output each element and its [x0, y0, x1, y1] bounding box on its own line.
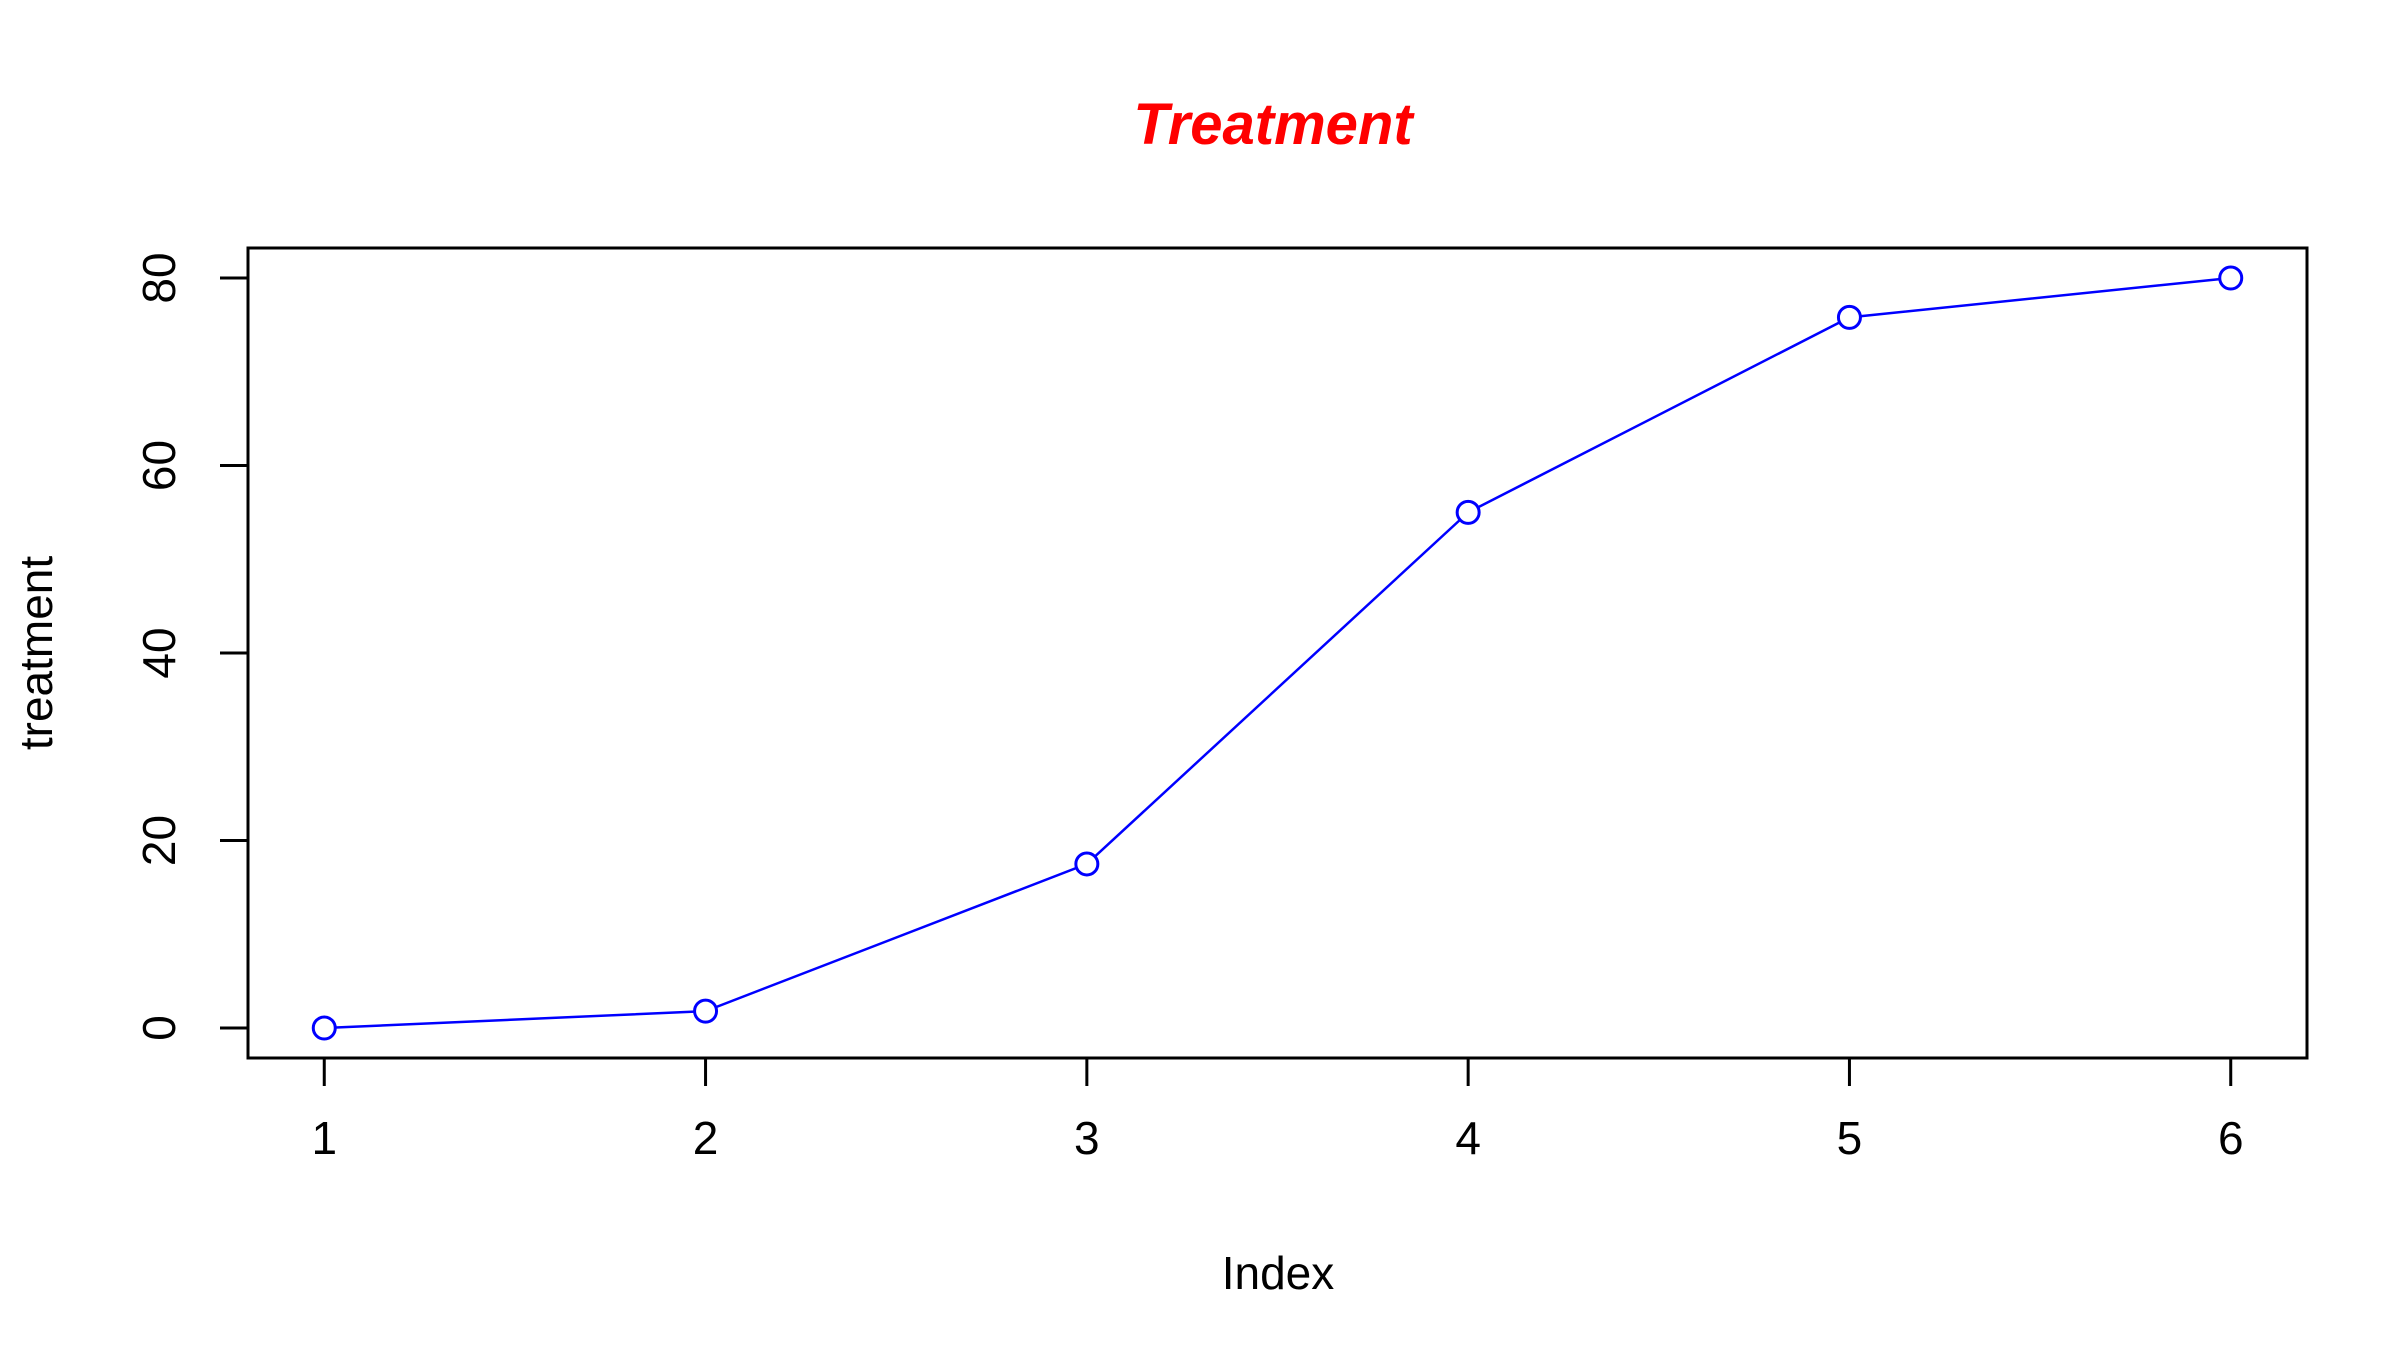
- data-point: [2218, 265, 2244, 291]
- y-tick-label: 80: [133, 252, 185, 303]
- data-point: [1074, 851, 1100, 877]
- x-tick-label: 5: [1837, 1112, 1863, 1164]
- y-tick-label: 20: [133, 815, 185, 866]
- series-layer: [311, 265, 2244, 1041]
- y-axis-label: treatment: [10, 556, 62, 751]
- data-point: [311, 1015, 337, 1041]
- x-tick-label: 2: [693, 1112, 719, 1164]
- x-axis-label: Index: [1222, 1247, 1335, 1299]
- y-tick-label: 60: [133, 440, 185, 491]
- x-tick-label: 1: [311, 1112, 337, 1164]
- y-axis: 0 20 40 60 80: [133, 252, 250, 1041]
- y-tick-label: 0: [133, 1015, 185, 1041]
- x-axis: 1 2 3 4 5 6: [311, 1056, 2244, 1164]
- x-tick-label: 6: [2218, 1112, 2244, 1164]
- chart-title: Treatment: [1133, 92, 1415, 157]
- data-point: [693, 998, 719, 1024]
- series-line: [324, 276, 2231, 1030]
- data-point: [1455, 499, 1481, 525]
- plot-frame: [246, 246, 2309, 1060]
- data-point: [1836, 304, 1862, 330]
- y-tick-label: 40: [133, 627, 185, 678]
- x-tick-label: 4: [1455, 1112, 1481, 1164]
- x-tick-label: 3: [1074, 1112, 1100, 1164]
